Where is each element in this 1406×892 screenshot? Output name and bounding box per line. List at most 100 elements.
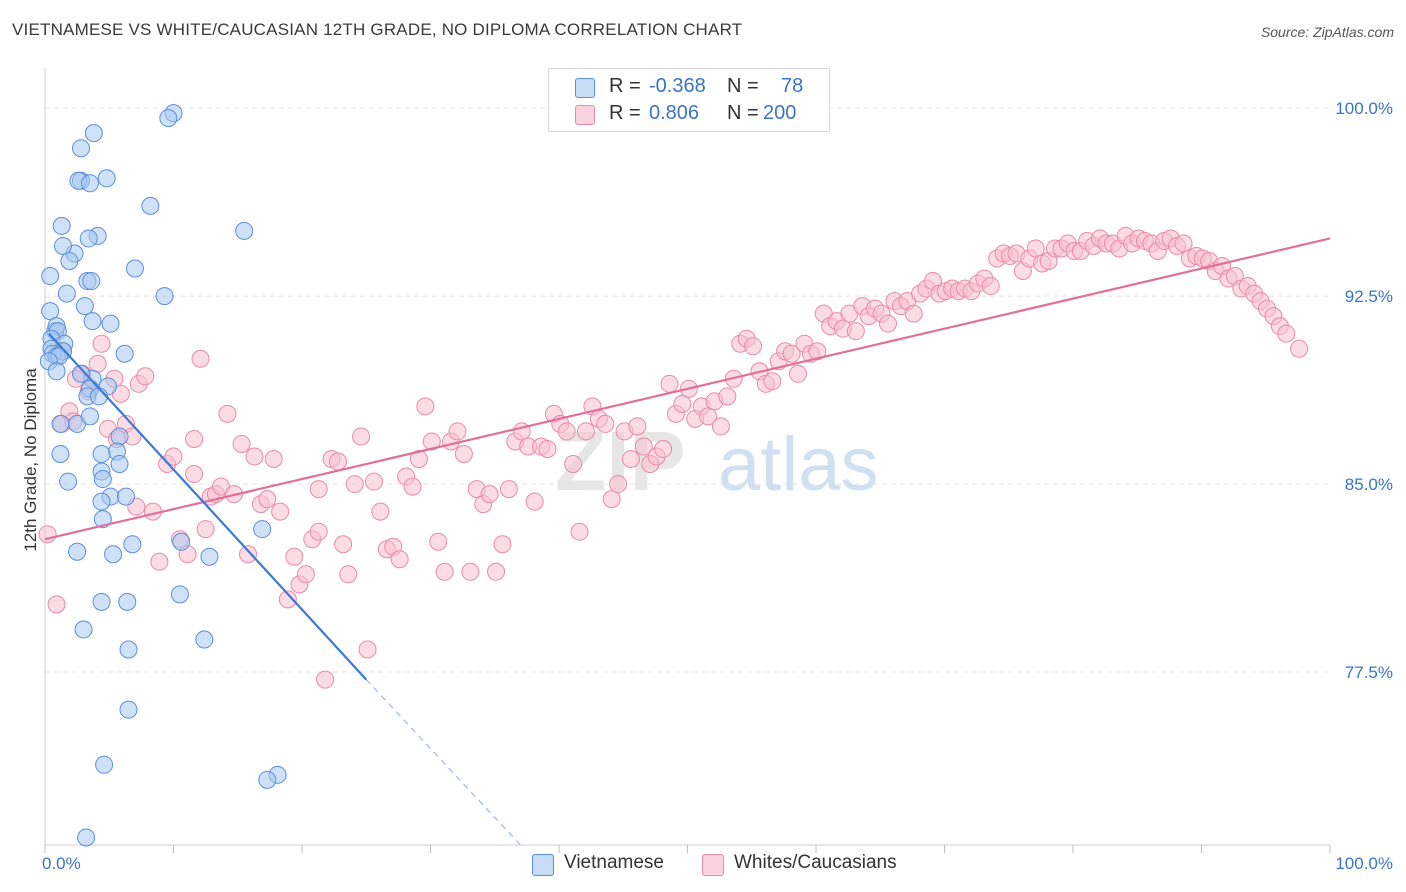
y-tick-label: 100.0%	[1335, 99, 1393, 118]
data-point-vietnamese	[119, 640, 138, 659]
data-point-vietnamese	[258, 770, 277, 789]
data-point-whites	[602, 490, 621, 509]
data-point-whites	[878, 314, 897, 333]
data-point-whites	[981, 277, 1000, 296]
data-point-vietnamese	[92, 444, 111, 463]
trend-line-vietnamese-extension	[365, 679, 521, 846]
data-point-whites	[191, 349, 210, 368]
data-point-whites	[309, 522, 328, 541]
legend-n-label: N =	[727, 75, 759, 97]
data-point-vietnamese	[235, 221, 254, 240]
data-point-vietnamese	[80, 407, 99, 426]
data-point-whites	[239, 545, 258, 564]
x-tick-label: 0.0%	[42, 854, 81, 873]
axes	[44, 68, 1331, 853]
data-point-vietnamese	[92, 592, 111, 611]
y-axis-label: 12th Grade, No Diploma	[21, 368, 40, 552]
legend-n-value: 78	[781, 75, 804, 97]
data-point-whites	[493, 535, 512, 554]
data-point-vietnamese	[170, 585, 189, 604]
trend-lines	[44, 237, 1331, 846]
legend-r-value: -0.368	[649, 75, 706, 97]
data-point-vietnamese	[82, 272, 101, 291]
data-point-whites	[634, 437, 653, 456]
chart-title: VIETNAMESE VS WHITE/CAUCASIAN 12TH GRADE…	[12, 20, 743, 39]
data-point-whites	[403, 477, 422, 496]
data-point-vietnamese	[79, 229, 98, 248]
data-point-vietnamese	[159, 109, 178, 128]
data-point-vietnamese	[200, 547, 219, 566]
data-point-whites	[285, 547, 304, 566]
data-point-vietnamese	[41, 267, 60, 286]
data-point-whites	[480, 485, 499, 504]
data-point-whites	[904, 304, 923, 323]
data-point-vietnamese	[115, 344, 134, 363]
data-point-whites	[47, 595, 66, 614]
data-point-vietnamese	[92, 492, 111, 511]
data-point-vietnamese	[71, 139, 90, 158]
data-point-whites	[88, 354, 107, 373]
data-point-whites	[185, 429, 204, 448]
data-point-vietnamese	[41, 302, 60, 321]
legend-row-vietnamese: R = -0.368 N = 78	[549, 73, 829, 99]
data-point-whites	[487, 562, 506, 581]
y-tick-label: 92.5%	[1345, 287, 1393, 306]
data-point-vietnamese	[80, 174, 99, 193]
data-point-vietnamese	[83, 312, 102, 331]
data-point-whites	[846, 322, 865, 341]
data-point-whites	[744, 337, 763, 356]
data-point-whites	[1174, 234, 1193, 253]
data-point-whites	[38, 525, 57, 544]
data-point-vietnamese	[95, 755, 114, 774]
data-point-vietnamese	[97, 169, 116, 188]
y-tick-label: 85.0%	[1345, 475, 1393, 494]
data-point-vietnamese	[118, 592, 137, 611]
data-point-vietnamese	[172, 532, 191, 551]
bottom-legend-swatch-vietnamese	[532, 854, 554, 876]
data-point-whites	[1290, 339, 1309, 358]
data-point-whites	[390, 550, 409, 569]
data-point-vietnamese	[119, 700, 138, 719]
data-point-whites	[422, 432, 441, 451]
legend-swatch-vietnamese	[575, 78, 595, 98]
data-point-whites	[711, 417, 730, 436]
data-point-whites	[352, 427, 371, 446]
data-point-whites	[258, 490, 277, 509]
data-point-whites	[371, 502, 390, 521]
legend-r-value: 0.806	[649, 102, 700, 124]
data-point-vietnamese	[155, 287, 174, 306]
data-point-whites	[782, 344, 801, 363]
y-tick-label: 77.5%	[1345, 663, 1393, 682]
data-point-whites	[429, 532, 448, 551]
data-point-whites	[621, 450, 640, 469]
data-point-whites	[328, 452, 347, 471]
data-point-whites	[296, 565, 315, 584]
data-point-whites	[1277, 324, 1296, 343]
data-point-whites	[164, 447, 183, 466]
data-point-whites	[150, 552, 169, 571]
data-point-whites	[278, 590, 297, 609]
data-point-vietnamese	[68, 542, 87, 561]
data-point-vietnamese	[104, 545, 123, 564]
data-point-whites	[499, 480, 518, 499]
data-point-whites	[409, 450, 428, 469]
data-point-whites	[245, 447, 264, 466]
data-point-whites	[309, 480, 328, 499]
data-point-whites	[660, 374, 679, 393]
data-point-vietnamese	[123, 535, 142, 554]
data-point-vietnamese	[110, 455, 129, 474]
trend-line-vietnamese	[48, 332, 368, 681]
data-point-whites	[461, 562, 480, 581]
data-point-vietnamese	[110, 427, 129, 446]
bottom-legend-swatch-whites	[702, 854, 724, 876]
data-point-whites	[196, 520, 215, 539]
data-point-whites	[264, 450, 283, 469]
data-point-whites	[136, 367, 155, 386]
data-point-vietnamese	[75, 297, 94, 316]
data-point-vietnamese	[93, 510, 112, 529]
data-point-whites	[763, 372, 782, 391]
data-point-whites	[435, 562, 454, 581]
data-point-vietnamese	[101, 314, 120, 333]
data-point-vietnamese	[57, 284, 76, 303]
